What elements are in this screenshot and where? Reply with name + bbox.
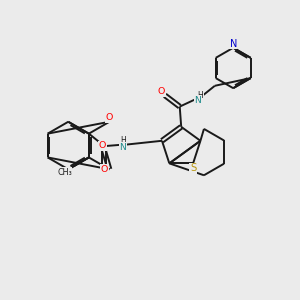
Text: N: N bbox=[194, 96, 201, 105]
Text: N: N bbox=[230, 39, 237, 49]
Text: N: N bbox=[119, 142, 126, 152]
Text: H: H bbox=[198, 91, 203, 100]
Text: O: O bbox=[99, 141, 106, 150]
Text: O: O bbox=[106, 113, 113, 122]
Text: O: O bbox=[100, 164, 108, 173]
Text: CH₃: CH₃ bbox=[57, 168, 72, 177]
Text: O: O bbox=[158, 87, 165, 96]
Text: H: H bbox=[120, 136, 126, 145]
Text: S: S bbox=[190, 164, 196, 173]
